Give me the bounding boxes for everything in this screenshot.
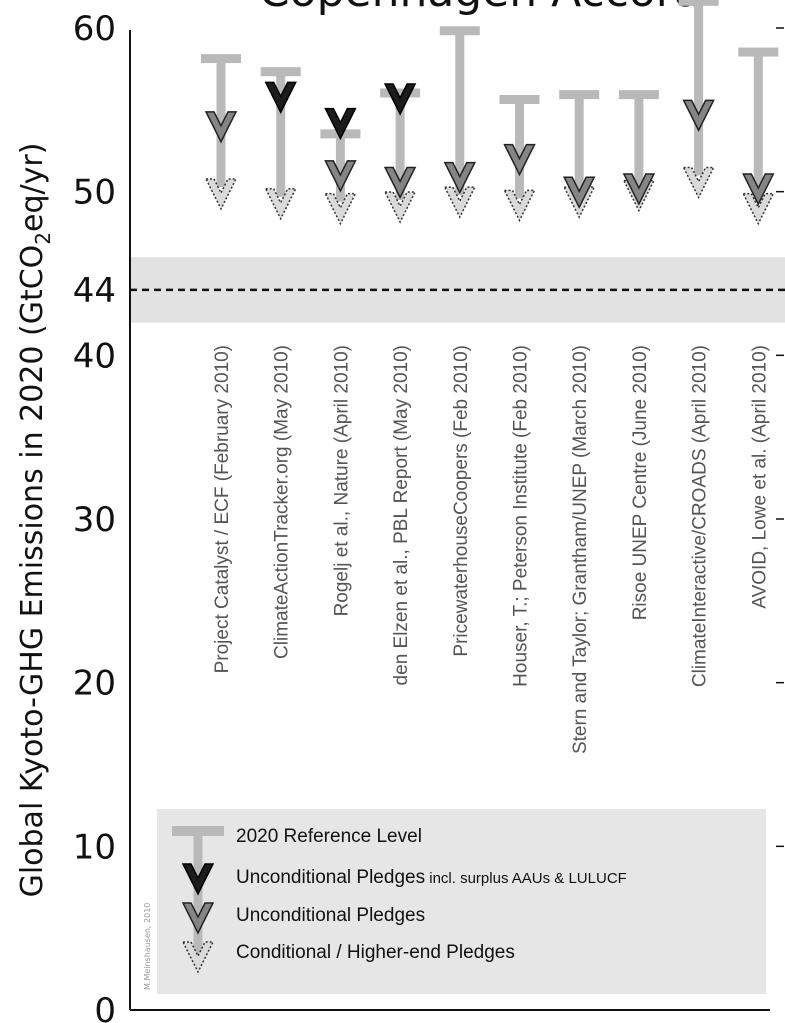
category-label: Risoe UNEP Centre (June 2010) [630,345,651,620]
legend-surplus-symbol [181,863,215,896]
legend: 2020 Reference Level Unconditional Pledg… [143,809,766,994]
category-group [618,90,659,213]
data-marks [201,0,779,226]
category-group [499,95,540,223]
y-axis-label: Global Kyoto-GHG Emissions in 2020 (GtCO… [15,143,55,898]
unconditional-pledge-marker [443,161,477,195]
y-tick-label: 10 [73,827,116,867]
legend-label-reference: 2020 Reference Level [236,826,422,847]
legend-label-unconditional: Unconditional Pledges [236,905,425,926]
y-tick-label: 50 [73,173,116,213]
unconditional-pledge-marker [622,173,656,206]
conditional-pledge-marker [742,192,775,226]
reference-level-bar [499,95,540,105]
unconditional-surplus-marker [383,83,417,116]
y-tick-label: 60 [73,9,116,49]
unconditional-pledge-marker [682,99,715,133]
legend-unconditional-symbol [181,902,215,935]
y-tick-label: 20 [73,664,116,704]
unconditional-pledge-marker [742,173,775,206]
unconditional-pledge-marker [503,143,536,177]
category-group [380,83,421,224]
category-labels: Project Catalyst / ECF (February 2010) Cl… [212,345,770,754]
reference-level-bar [260,67,301,77]
category-group [559,90,600,219]
y-tick-labels: 0 10 20 30 40 44 50 60 [73,9,784,1023]
conditional-pledge-marker [383,191,417,224]
category-label: Project Catalyst / ECF (February 2010) [212,345,233,673]
legend-label-conditional: Conditional / Higher-end Pledges [236,942,515,963]
reference-level-bar [559,90,600,100]
conditional-pledge-marker [264,188,297,221]
credit-text: M.Meinshausen, 2010 [143,903,152,990]
y-tick-label: 44 [73,271,116,311]
reference-level-bar [618,90,659,100]
y-tick-label: 30 [73,500,116,540]
reference-level-bar [380,88,421,98]
category-label: Rogelj et al., Nature (April 2010) [331,345,352,616]
y-tick-label: 0 [94,991,116,1023]
legend-label-unconditional-surplus: Unconditional Pledges incl. surplus AAUs… [236,867,627,888]
category-label: ClimateActionTracker.org (May 2010) [272,345,293,659]
reference-level-bar [201,54,241,64]
reference-level-bar [738,47,779,57]
category-label: Stern and Taylor; Grantham/UNEP (March 2… [570,345,591,754]
y-tick-label: 40 [73,336,116,376]
conditional-pledge-marker [324,192,357,226]
reference-level-bar [439,26,480,36]
category-group [320,107,361,226]
category-label: den Elzen et al., PBL Report (May 2010) [391,345,412,685]
conditional-pledge-marker [503,189,536,223]
category-group [678,0,719,200]
category-label: AVOID, Lowe et al. (April 2010) [749,345,770,609]
legend-reference-symbol [172,826,224,836]
unconditional-surplus-marker [324,107,357,141]
unconditional-pledge-marker [324,160,357,193]
unconditional-pledge-marker [204,111,238,144]
conditional-pledge-marker [443,186,477,219]
unconditional-pledge-marker [562,176,596,209]
category-label: Houser, T.; Peterson Institute (Feb 2010… [511,345,532,687]
unconditional-pledge-marker [383,166,417,200]
conditional-pledge-marker [682,166,715,200]
chart-title: Copenhagen Accord [259,0,701,17]
legend-conditional-symbol [181,941,215,974]
conditional-pledge-marker [204,178,238,211]
category-group [260,67,301,221]
category-group [738,47,779,226]
category-group [201,54,241,211]
category-group [439,26,480,219]
legend-symbols [172,826,224,974]
unconditional-surplus-marker [264,81,297,115]
reference-level-bar [678,0,719,6]
category-label: ClimateInteractive/CROADS (April 2010) [690,345,711,687]
category-label: PricewaterhouseCoopers (Feb 2010) [451,345,472,657]
legend-background [157,809,766,994]
